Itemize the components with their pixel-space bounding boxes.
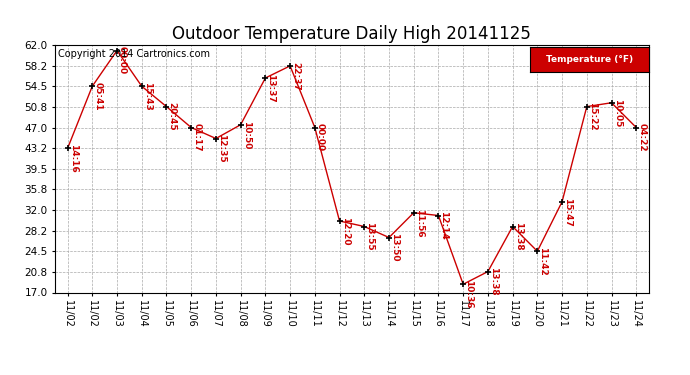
Text: 10:50: 10:50 [241,121,250,149]
Text: 13:50: 13:50 [390,233,399,262]
Text: 10:05: 10:05 [613,99,622,127]
Text: 01:17: 01:17 [193,123,201,152]
Text: 00:00: 00:00 [118,46,127,75]
Text: 14:16: 14:16 [68,144,77,173]
Text: 11:42: 11:42 [538,247,547,276]
Text: 13:55: 13:55 [365,222,374,251]
Text: 15:47: 15:47 [563,198,572,226]
Text: 11:56: 11:56 [415,209,424,237]
Text: Copyright 2014 Cartronics.com: Copyright 2014 Cartronics.com [58,49,210,59]
Text: 12:14: 12:14 [440,211,449,240]
Text: 13:38: 13:38 [513,222,522,251]
Text: 22:37: 22:37 [291,62,300,90]
Text: 15:43: 15:43 [143,82,152,111]
Text: 13:38: 13:38 [489,267,498,296]
Text: 20:45: 20:45 [168,102,177,131]
Text: 12:35: 12:35 [217,134,226,163]
Text: 15:22: 15:22 [588,102,597,131]
Text: 10:36: 10:36 [464,280,473,309]
Text: 04:22: 04:22 [638,123,647,152]
Title: Outdoor Temperature Daily High 20141125: Outdoor Temperature Daily High 20141125 [172,26,531,44]
Text: 12:20: 12:20 [341,217,350,245]
Text: 13:37: 13:37 [266,74,275,103]
Text: 05:41: 05:41 [93,82,102,111]
Text: 00:00: 00:00 [316,123,325,152]
